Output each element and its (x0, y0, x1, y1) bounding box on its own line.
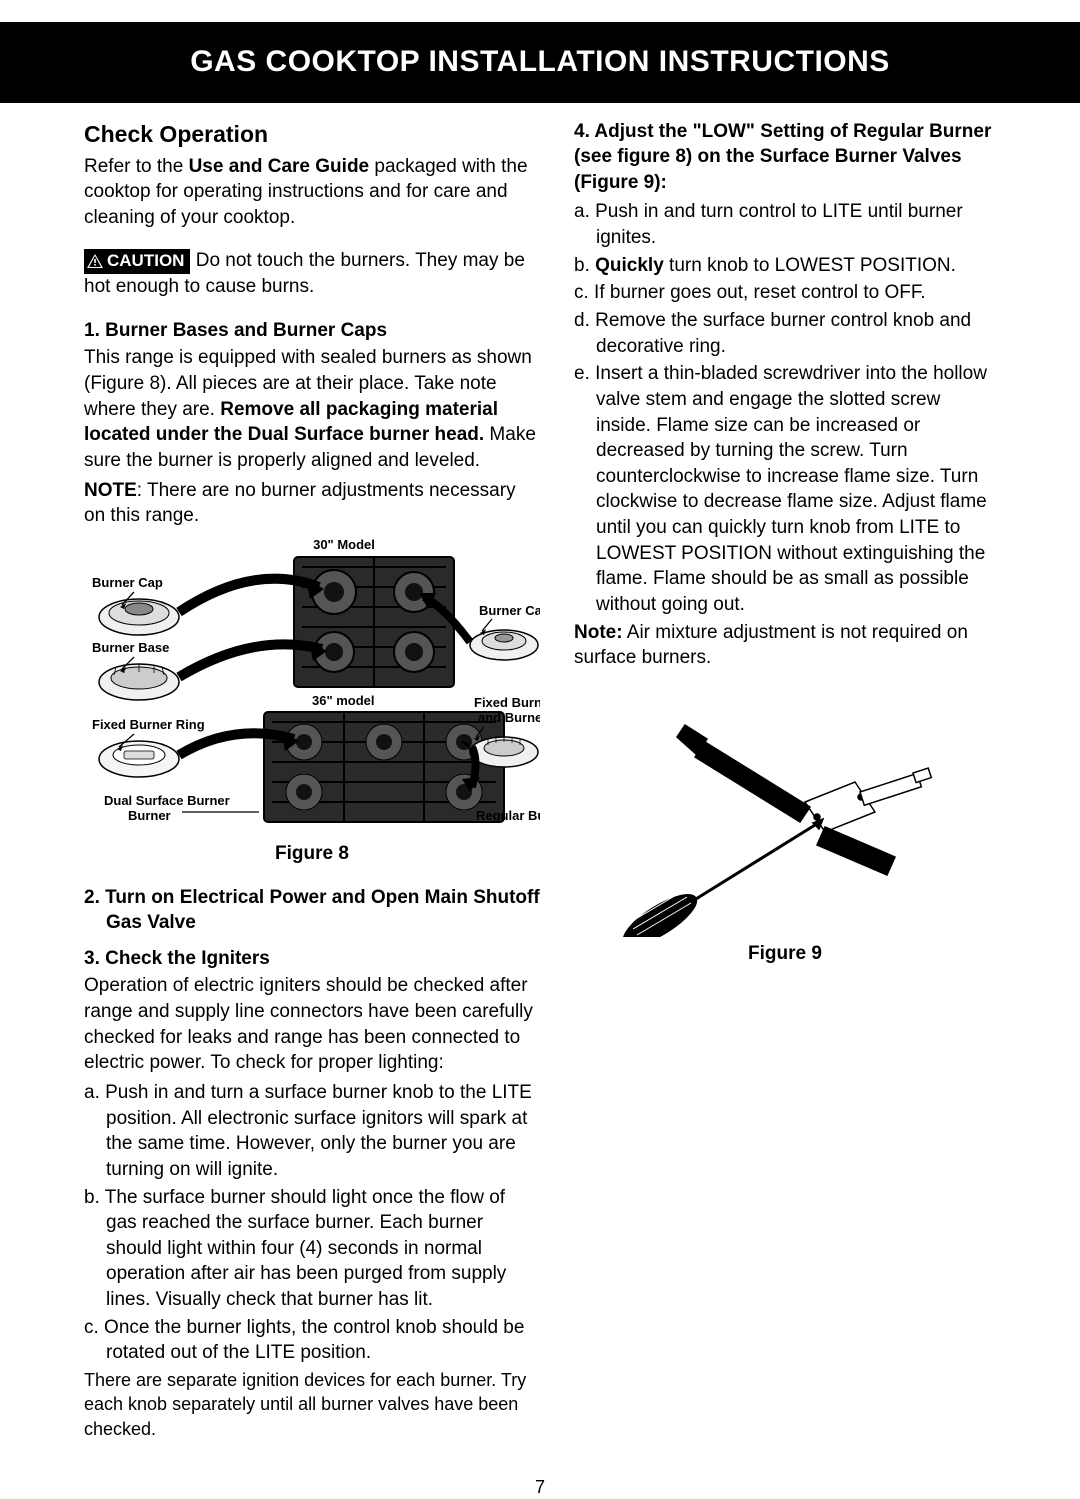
page-number: 7 (0, 1475, 1080, 1499)
body-3: Operation of electric igniters should be… (84, 973, 540, 1076)
svg-text:Fixed Burner Ring: Fixed Burner Ring (92, 717, 205, 732)
figure-8-caption: Figure 8 (84, 841, 540, 867)
subhead-4: 4. Adjust the "LOW" Setting of Regular B… (574, 119, 996, 196)
section-title: Check Operation (84, 119, 540, 150)
list-item: c. Once the burner lights, the control k… (106, 1315, 540, 1366)
figure-8-svg: 30" Model 36 (84, 537, 540, 837)
list-item: b. The surface burner should light once … (106, 1185, 540, 1313)
figure-8: 30" Model 36 (84, 537, 540, 867)
list-3: a. Push in and turn a surface burner kno… (84, 1080, 540, 1366)
list-item: d. Remove the surface burner control kno… (596, 308, 996, 359)
svg-text:30" Model: 30" Model (313, 537, 375, 552)
svg-text:Fixed Burner Ring: Fixed Burner Ring (474, 695, 540, 710)
svg-text:Burner Cap: Burner Cap (92, 575, 163, 590)
list-item: a. Push in and turn a surface burner kno… (106, 1080, 540, 1183)
svg-text:Burner Base: Burner Base (92, 640, 169, 655)
list-item: c. If burner goes out, reset control to … (596, 280, 996, 306)
subhead-3: 3. Check the Igniters (84, 946, 540, 972)
svg-text:Dual Surface Burner: Dual Surface Burner (104, 793, 230, 808)
page-title: GAS COOKTOP INSTALLATION INSTRUCTIONS (0, 42, 1080, 83)
list-item: b. Quickly turn knob to LOWEST POSITION. (596, 253, 996, 279)
note-1: NOTE: There are no burner adjustments ne… (84, 478, 540, 529)
list-4: a. Push in and turn control to LITE unti… (574, 199, 996, 617)
figure-9: Figure 9 (574, 707, 996, 967)
content-columns: Check Operation Refer to the Use and Car… (0, 119, 1080, 1445)
figure-9-svg (615, 707, 955, 937)
svg-text:and Burner Base: and Burner Base (478, 710, 540, 725)
caution-paragraph: CAUTION Do not touch the burners. They m… (84, 248, 540, 299)
list-item: e. Insert a thin-bladed screwdriver into… (596, 361, 996, 617)
caution-badge: CAUTION (84, 249, 190, 274)
body-3-end: There are separate ignition devices for … (84, 1368, 540, 1441)
svg-text:Regular Burner: Regular Burner (476, 808, 540, 823)
right-column: 4. Adjust the "LOW" Setting of Regular B… (574, 119, 996, 1445)
body-1: This range is equipped with sealed burne… (84, 345, 540, 473)
left-column: Check Operation Refer to the Use and Car… (84, 119, 540, 1445)
subhead-2: 2. Turn on Electrical Power and Open Mai… (84, 885, 540, 936)
subhead-1: 1. Burner Bases and Burner Caps (84, 318, 540, 344)
svg-text:Burner Cap: Burner Cap (479, 603, 540, 618)
page-header: GAS COOKTOP INSTALLATION INSTRUCTIONS (0, 22, 1080, 103)
figure-9-caption: Figure 9 (574, 941, 996, 967)
list-item: a. Push in and turn control to LITE unti… (596, 199, 996, 250)
svg-text:36" model: 36" model (312, 693, 375, 708)
warning-icon (87, 254, 103, 268)
intro-paragraph: Refer to the Use and Care Guide packaged… (84, 154, 540, 231)
note-4: Note: Air mixture adjustment is not requ… (574, 620, 996, 671)
svg-text:Burner: Burner (128, 808, 171, 823)
